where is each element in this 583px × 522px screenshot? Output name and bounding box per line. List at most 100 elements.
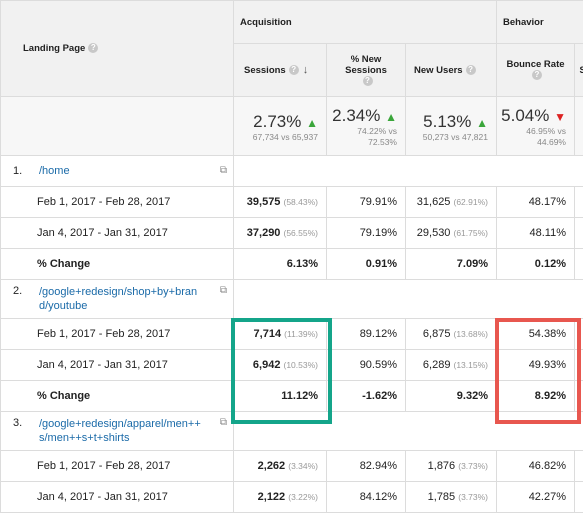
pct-new-sessions-value: 82.94% <box>326 450 406 482</box>
date-range-label: Jan 4, 2017 - Jan 31, 2017 <box>0 349 234 381</box>
summary-truncated-cell <box>574 96 583 156</box>
table-row: 2. ⧉ /google+redesign/shop+by+bran d/youtub… <box>0 279 583 319</box>
sessions-share: (58.43%) <box>283 197 319 207</box>
summary-pct-new-sessions-pct: 2.34% <box>332 106 381 125</box>
summary-pct-new-sessions-detail: 74.22% vs 72.53% <box>357 126 397 147</box>
date-range-label: Feb 1, 2017 - Feb 28, 2017 <box>0 318 234 350</box>
date-range-label: Feb 1, 2017 - Feb 28, 2017 <box>0 186 234 218</box>
pct-new-sessions-value: 89.12% <box>326 318 406 350</box>
summary-sessions-detail: 67,734 vs 65,937 <box>252 131 318 142</box>
date-range-label: Feb 1, 2017 - Feb 28, 2017 <box>0 450 234 482</box>
arrow-up-icon: ▲ <box>306 115 318 130</box>
summary-new-users-detail: 50,273 vs 47,821 <box>422 131 488 142</box>
sort-arrow-down-icon[interactable]: ↓ <box>302 64 309 76</box>
bounce-rate-value: 46.82% <box>496 450 575 482</box>
pct-new-sessions-column-header[interactable]: % New Sessions? <box>326 43 406 97</box>
landing-page-cell: 1. /home ⧉ <box>0 155 234 187</box>
summary-bounce-rate-detail: 46.95% vs 44.69% <box>526 126 566 147</box>
landing-page-link-line-1: /google+redesign/shop+by+bran <box>39 286 198 298</box>
landing-page-link[interactable]: /home <box>39 165 70 177</box>
table-row: 1. /home ⧉ <box>0 155 583 187</box>
sessions-share: (56.55%) <box>283 228 319 238</box>
sessions-change: 6.13% <box>233 248 327 280</box>
bounce-rate-column-header[interactable]: Bounce Rate? <box>496 43 575 97</box>
new-users-value: 6,875 <box>422 328 451 340</box>
new-users-value: 29,530 <box>416 227 451 239</box>
new-users-header-label: New Users <box>414 64 463 76</box>
landing-page-header[interactable]: Landing Page? <box>0 0 234 97</box>
summary-label-cell <box>0 96 234 156</box>
sessions-column-header[interactable]: Sessions? ↓ <box>233 43 327 97</box>
pct-new-sessions-value: 79.19% <box>326 217 406 249</box>
row-rank: 2. <box>13 285 23 297</box>
sessions-value: 7,714 <box>253 328 282 340</box>
truncated-column-header[interactable]: S <box>574 43 583 97</box>
row-rank: 1. <box>13 165 23 177</box>
change-label: % Change <box>0 380 234 412</box>
landing-page-link[interactable]: /google+redesign/shop+by+bran d/youtube <box>39 285 197 313</box>
help-icon[interactable]: ? <box>465 64 476 75</box>
landing-page-header-label: Landing Page <box>23 43 86 54</box>
new-users-change: 7.09% <box>405 248 497 280</box>
table-row: Feb 1, 2017 - Feb 28, 2017 2,262 (3.34%)… <box>0 450 583 482</box>
new-users-column-header[interactable]: New Users? <box>405 43 497 97</box>
summary-bounce-rate-pct: 5.04% <box>501 106 550 125</box>
table-row: Feb 1, 2017 - Feb 28, 2017 7,714 (11.39%… <box>0 318 583 350</box>
new-users-value: 1,876 <box>427 460 456 472</box>
help-icon[interactable]: ? <box>532 70 542 81</box>
sessions-value: 37,290 <box>246 227 281 239</box>
acquisition-group-header: Acquisition <box>233 0 497 44</box>
help-icon[interactable]: ? <box>88 43 99 54</box>
sessions-value: 2,122 <box>257 491 286 503</box>
new-users-share: (13.68%) <box>453 329 489 339</box>
landing-page-cell: 3. ⧉ /google+redesign/apparel/men++ s/men++… <box>0 411 234 451</box>
arrow-up-icon: ▲ <box>476 115 488 130</box>
pct-new-sessions-change: -1.62% <box>326 380 406 412</box>
sessions-share: (10.53%) <box>283 360 319 370</box>
help-icon[interactable]: ? <box>288 65 299 76</box>
new-users-value: 1,785 <box>427 491 456 503</box>
summary-new-users-pct: 5.13% <box>423 111 472 131</box>
table-row: Feb 1, 2017 - Feb 28, 2017 39,575 (58.43… <box>0 186 583 218</box>
date-range-label: Jan 4, 2017 - Jan 31, 2017 <box>0 217 234 249</box>
new-users-share: (62.91%) <box>453 197 489 207</box>
sessions-value: 6,942 <box>252 359 281 371</box>
bounce-rate-value: 48.11% <box>496 217 575 249</box>
landing-page-link-line-1: /google+redesign/apparel/men++ <box>39 418 201 430</box>
external-link-icon[interactable]: ⧉ <box>219 285 227 296</box>
pct-new-sessions-value: 84.12% <box>326 481 406 513</box>
bounce-rate-value: 42.27% <box>496 481 575 513</box>
landing-page-link-line-2: d/youtube <box>39 300 88 312</box>
external-link-icon[interactable]: ⧉ <box>219 165 227 176</box>
bounce-rate-change: 8.92% <box>496 380 575 412</box>
behavior-group-header: Behavior <box>496 0 583 44</box>
sessions-change: 11.12% <box>233 380 327 412</box>
table-row: % Change 11.12% -1.62% 9.32% 8.92% <box>0 380 583 412</box>
bounce-rate-change: 0.12% <box>496 248 575 280</box>
sessions-value: 2,262 <box>257 460 286 472</box>
new-users-share: (3.73%) <box>458 492 488 502</box>
sessions-share: (3.22%) <box>288 492 318 502</box>
sessions-value: 39,575 <box>246 196 281 208</box>
landing-page-link[interactable]: /google+redesign/apparel/men++ s/men++s+t… <box>39 417 201 445</box>
table-row: Jan 4, 2017 - Jan 31, 2017 6,942 (10.53%… <box>0 349 583 381</box>
bounce-rate-value: 54.38% <box>496 318 575 350</box>
landing-page-cell: 2. ⧉ /google+redesign/shop+by+bran d/youtub… <box>0 279 234 319</box>
pct-new-sessions-change: 0.91% <box>326 248 406 280</box>
pct-new-sessions-header-label: % New Sessions <box>345 53 387 76</box>
summary-new-users: 5.13% ▲ 50,273 vs 47,821 <box>405 96 497 156</box>
help-icon[interactable]: ? <box>362 75 373 86</box>
table-row: 3. ⧉ /google+redesign/apparel/men++ s/men++… <box>0 411 583 451</box>
new-users-share: (61.75%) <box>453 228 489 238</box>
empty-cell <box>233 155 583 187</box>
bounce-rate-header-label: Bounce Rate <box>506 59 565 70</box>
table-row: Jan 4, 2017 - Jan 31, 2017 37,290 (56.55… <box>0 217 583 249</box>
external-link-icon[interactable]: ⧉ <box>219 417 227 428</box>
new-users-share: (13.15%) <box>453 360 489 370</box>
date-range-label: Jan 4, 2017 - Jan 31, 2017 <box>0 481 234 513</box>
change-label: % Change <box>0 248 234 280</box>
summary-pct-new-sessions: 2.34% ▲ 74.22% vs 72.53% <box>326 96 406 156</box>
summary-sessions-pct: 2.73% <box>253 111 302 131</box>
table-row: Jan 4, 2017 - Jan 31, 2017 2,122 (3.22%)… <box>0 481 583 513</box>
